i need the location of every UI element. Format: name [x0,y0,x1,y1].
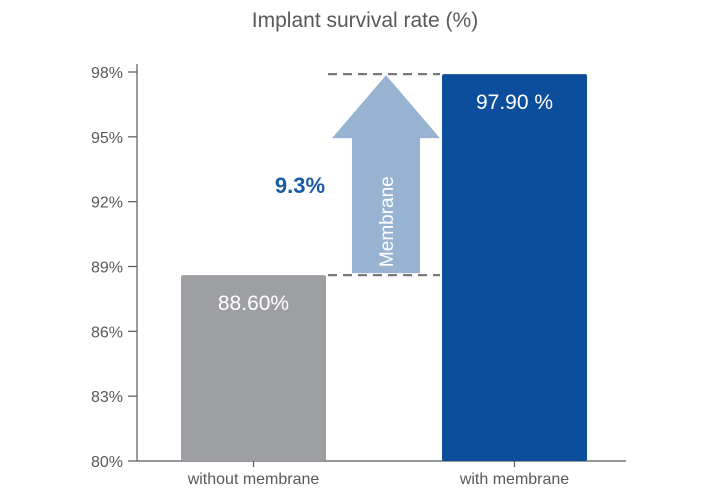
bars: 88.60% 97.90 % [181,74,587,462]
up-arrow [332,75,440,274]
arrow-label: Membrane [377,176,398,267]
y-tick-label: 83% [91,389,123,406]
x-category-label: with membrane [459,471,569,488]
bar-without-membrane [181,275,326,461]
x-category-label: without membrane [187,471,320,488]
y-tick-label: 98% [91,65,123,82]
y-tick-label: 95% [91,130,123,147]
bar-with-membrane [442,74,587,462]
annotation: Membrane 9.3% [275,73,440,277]
bar-value-label: 97.90 % [476,91,553,114]
bar-value-label: 88.60% [218,292,289,315]
y-tick-label: 92% [91,195,123,212]
chart-title: Implant survival rate (%) [252,9,478,32]
axes: 80% 83% 86% 89% 92% 95% 98% without membrane wit… [91,64,626,488]
y-tick-label: 89% [91,260,123,277]
difference-label: 9.3% [275,173,325,198]
y-tick-label: 86% [91,324,123,341]
y-tick-label: 80% [91,454,123,471]
